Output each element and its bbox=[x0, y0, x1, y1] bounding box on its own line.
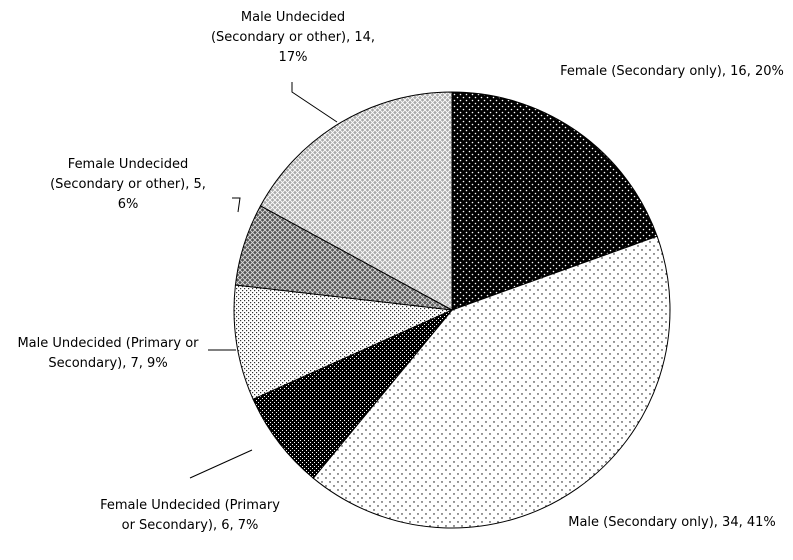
data-label: Female (Secondary only), 16, 20% bbox=[560, 64, 784, 79]
leader-line bbox=[232, 197, 241, 213]
slices bbox=[233, 91, 671, 529]
pie-slice bbox=[312, 235, 671, 529]
leader-lines bbox=[189, 82, 338, 479]
pie-slice bbox=[233, 284, 454, 400]
pie-slice bbox=[259, 91, 453, 311]
pie-slice bbox=[252, 309, 453, 479]
pie-slice bbox=[451, 91, 658, 311]
data-label: Male (Secondary only), 34, 41% bbox=[568, 515, 776, 530]
leader-line bbox=[291, 82, 338, 123]
data-label: Male Undecided (Secondary or other), 14,… bbox=[210, 10, 376, 65]
data-label: Male Undecided (Primary or Secondary), 7… bbox=[17, 336, 199, 371]
data-label: Female Undecided (Secondary or other), 5… bbox=[50, 157, 206, 212]
data-label: Female Undecided (Primary or Secondary),… bbox=[100, 498, 280, 533]
leader-line bbox=[189, 449, 253, 479]
